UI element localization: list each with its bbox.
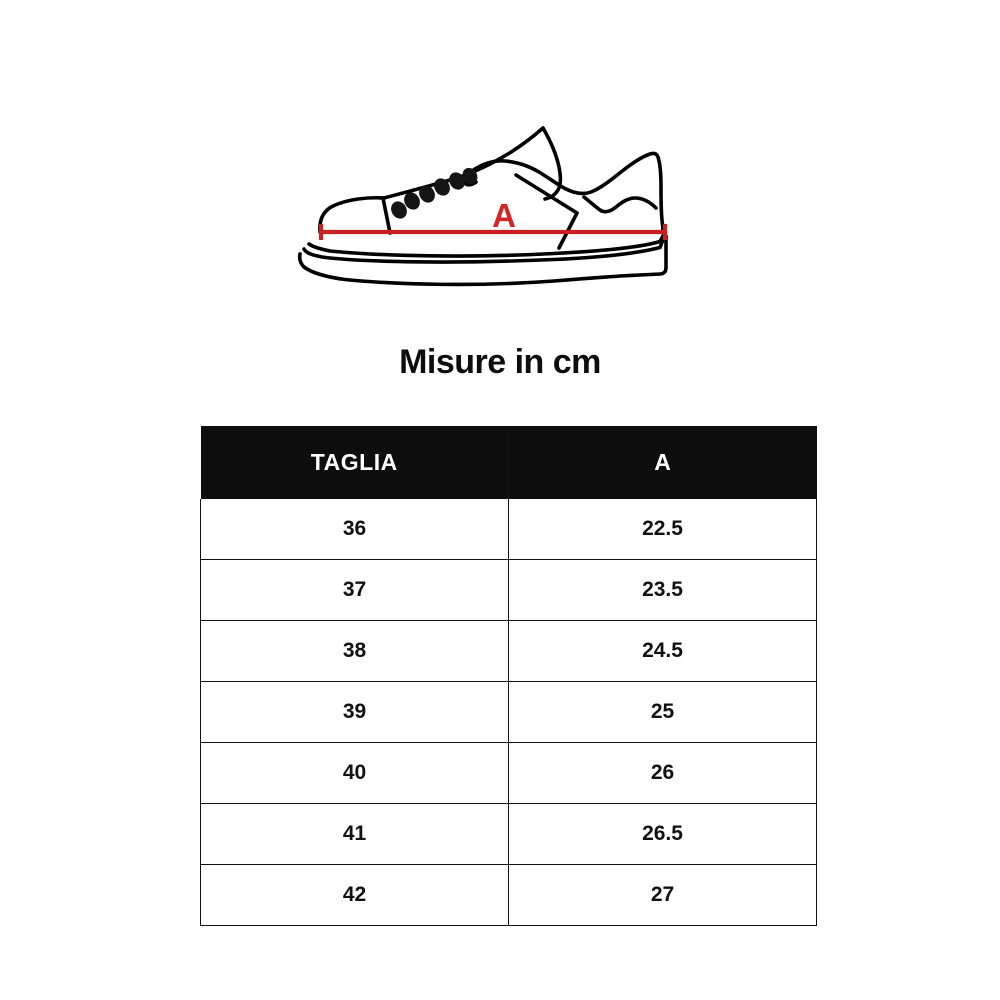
svg-text:A: A xyxy=(492,197,516,234)
